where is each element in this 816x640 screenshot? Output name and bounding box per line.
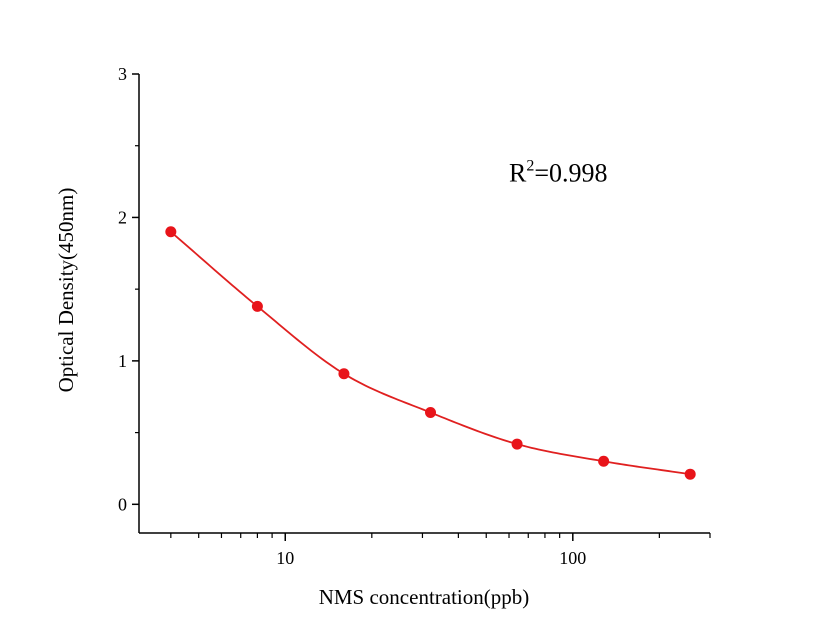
axes [138, 74, 710, 534]
x-axis-ticks: 10 100 [170, 533, 711, 568]
y-tick-label: 3 [118, 64, 127, 84]
y-tick-label: 0 [118, 494, 127, 514]
r-squared-value: =0.998 [534, 159, 607, 188]
data-point [165, 226, 177, 238]
fit-curve [170, 231, 691, 476]
y-axis-ticks: 0 1 2 3 [118, 64, 139, 514]
y-tick-label: 1 [118, 351, 127, 371]
y-tick-label: 2 [118, 207, 127, 227]
data-point [511, 438, 523, 450]
r-squared-annotation: R2=0.998 [509, 158, 608, 188]
fit-curve-layer [170, 231, 691, 476]
data-point [251, 300, 263, 312]
x-tick-label: 10 [276, 548, 294, 568]
r-squared-base: R [509, 159, 527, 188]
data-point [425, 407, 437, 419]
y-axis-title: Optical Density(450nm) [54, 188, 78, 393]
x-axis-title: NMS concentration(ppb) [319, 585, 530, 609]
r-squared-superscript: 2 [526, 158, 534, 175]
data-point [338, 368, 350, 380]
data-points-layer [165, 226, 696, 480]
data-point [684, 468, 696, 480]
data-point [598, 455, 610, 467]
x-tick-label: 100 [559, 548, 586, 568]
